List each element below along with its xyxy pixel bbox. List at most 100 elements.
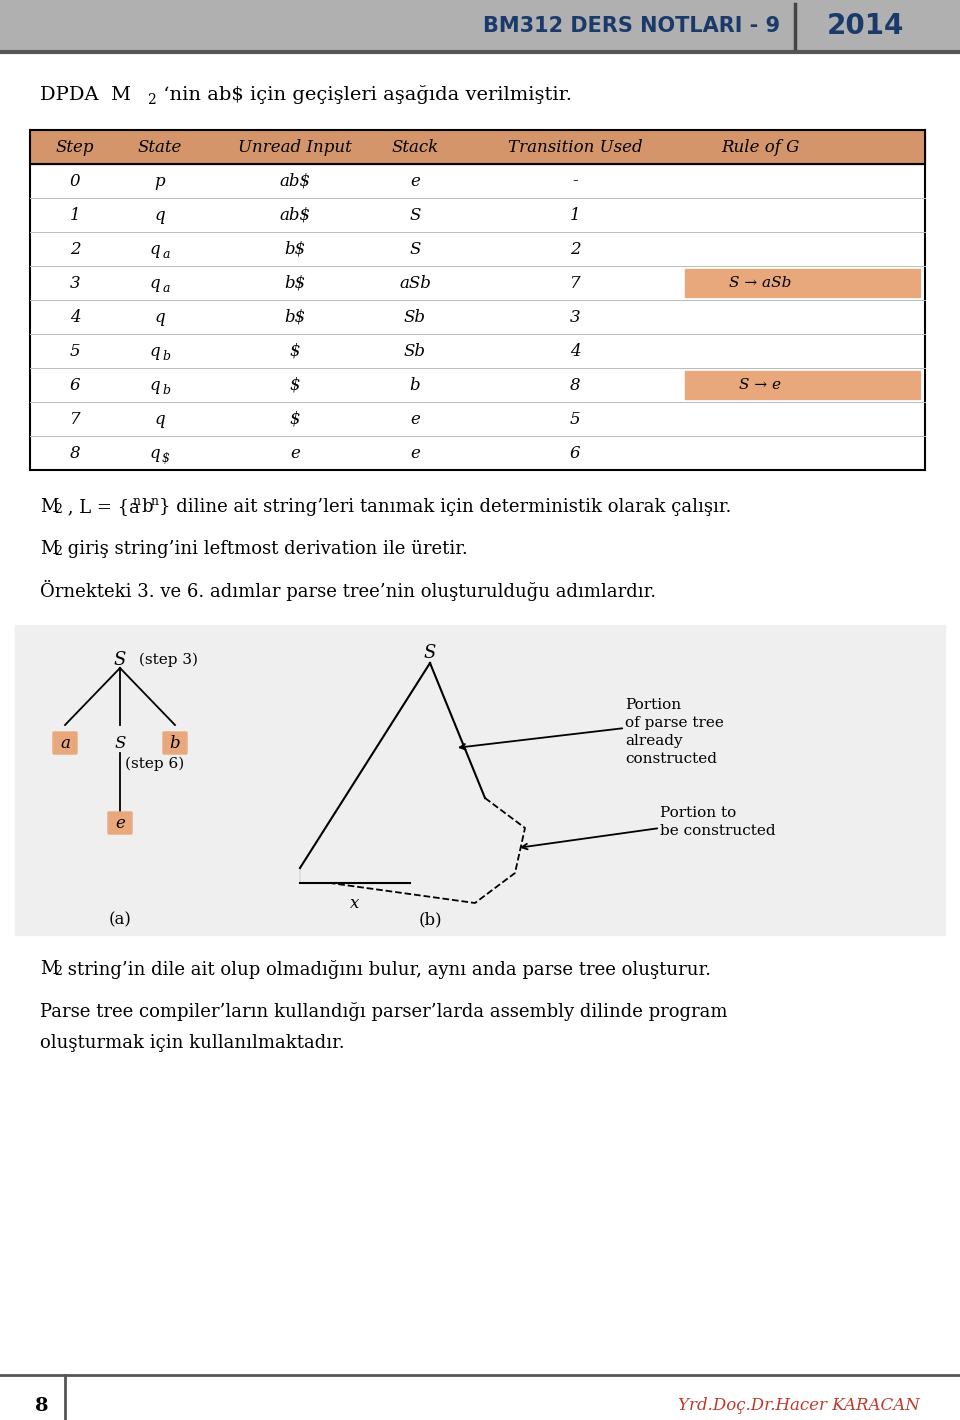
Text: a: a — [162, 281, 170, 294]
Text: constructed: constructed — [625, 753, 717, 765]
Text: already: already — [625, 734, 683, 748]
Bar — [30, 131, 925, 163]
FancyBboxPatch shape — [53, 731, 77, 754]
Text: b$: b$ — [284, 240, 305, 257]
Text: Sb: Sb — [404, 308, 426, 325]
Text: M: M — [40, 960, 59, 978]
Text: DPDA  M: DPDA M — [40, 87, 131, 104]
Text: 7: 7 — [569, 274, 580, 291]
Text: e: e — [410, 172, 420, 189]
Text: Rule of G: Rule of G — [721, 139, 799, 156]
Text: e: e — [115, 815, 125, 832]
Text: aSb: aSb — [399, 274, 431, 291]
Text: 2: 2 — [569, 240, 580, 257]
Text: 4: 4 — [569, 342, 580, 359]
Text: q: q — [150, 376, 160, 393]
Text: Transition Used: Transition Used — [508, 139, 642, 156]
Text: oluşturmak için kullanılmaktadır.: oluşturmak için kullanılmaktadır. — [40, 1034, 345, 1052]
Text: ab$: ab$ — [279, 206, 311, 223]
Text: S → e: S → e — [739, 378, 781, 392]
Text: 2: 2 — [147, 92, 156, 106]
Text: Portion to: Portion to — [660, 807, 736, 819]
Text: 2: 2 — [70, 240, 81, 257]
Text: Stack: Stack — [392, 139, 439, 156]
Text: (a): (a) — [108, 912, 132, 929]
Text: b$: b$ — [284, 274, 305, 291]
Text: b: b — [162, 349, 170, 362]
Text: Parse tree compiler’ların kullandığı parser’larda assembly dilinde program: Parse tree compiler’ların kullandığı par… — [40, 1003, 728, 1021]
Text: ab$: ab$ — [279, 172, 311, 189]
Text: Portion: Portion — [625, 699, 682, 711]
Text: 7: 7 — [70, 410, 81, 427]
FancyBboxPatch shape — [163, 731, 187, 754]
Text: of parse tree: of parse tree — [625, 716, 724, 730]
Text: 4: 4 — [70, 308, 81, 325]
Text: State: State — [138, 139, 182, 156]
Text: $: $ — [162, 452, 170, 464]
Text: 8: 8 — [569, 376, 580, 393]
Text: e: e — [290, 444, 300, 462]
Text: q: q — [150, 274, 160, 291]
Text: e: e — [410, 444, 420, 462]
FancyBboxPatch shape — [108, 812, 132, 834]
Text: } diline ait string’leri tanımak için deterministik olarak çalışır.: } diline ait string’leri tanımak için de… — [159, 498, 732, 515]
Text: (step 6): (step 6) — [125, 757, 184, 771]
Text: 6: 6 — [70, 376, 81, 393]
Text: $: $ — [290, 342, 300, 359]
Text: 1: 1 — [569, 206, 580, 223]
Text: q: q — [150, 444, 160, 462]
Text: b: b — [141, 498, 153, 515]
Text: Unread Input: Unread Input — [238, 139, 352, 156]
Text: e: e — [410, 410, 420, 427]
Text: S → aSb: S → aSb — [729, 275, 791, 290]
Text: 5: 5 — [70, 342, 81, 359]
Text: b: b — [170, 734, 180, 751]
Text: n: n — [151, 496, 159, 508]
Text: 0: 0 — [70, 172, 81, 189]
Bar — [0, 0, 960, 53]
Text: string’in dile ait olup olmadığını bulur, aynı anda parse tree oluşturur.: string’in dile ait olup olmadığını bulur… — [62, 960, 711, 978]
Text: q: q — [150, 342, 160, 359]
Text: 8: 8 — [70, 444, 81, 462]
Text: $: $ — [290, 410, 300, 427]
Text: b: b — [410, 376, 420, 393]
Text: 2014: 2014 — [827, 11, 903, 40]
Text: $: $ — [290, 376, 300, 393]
Text: S: S — [114, 650, 126, 669]
Text: ‘nin ab$ için geçişleri aşağıda verilmiştir.: ‘nin ab$ için geçişleri aşağıda verilmiş… — [157, 85, 572, 105]
Text: (b): (b) — [419, 912, 442, 929]
Text: q: q — [155, 308, 165, 325]
Text: 8: 8 — [36, 1397, 49, 1414]
Text: 5: 5 — [569, 410, 580, 427]
Bar — [15, 625, 945, 934]
Text: 2: 2 — [54, 545, 61, 558]
Text: giriş string’ini leftmost derivation ile üretir.: giriş string’ini leftmost derivation ile… — [62, 540, 468, 558]
Text: 3: 3 — [70, 274, 81, 291]
Bar — [685, 371, 920, 399]
Text: n: n — [133, 496, 141, 508]
Text: Yrd.Doç.Dr.Hacer KARACAN: Yrd.Doç.Dr.Hacer KARACAN — [679, 1397, 920, 1414]
Text: 2: 2 — [54, 503, 61, 515]
Text: q: q — [150, 240, 160, 257]
Text: , L = {a: , L = {a — [62, 498, 140, 515]
Text: BM312 DERS NOTLARI - 9: BM312 DERS NOTLARI - 9 — [483, 16, 780, 36]
Text: 6: 6 — [569, 444, 580, 462]
Text: M: M — [40, 540, 59, 558]
Text: S: S — [409, 206, 420, 223]
Text: (step 3): (step 3) — [134, 653, 198, 667]
Bar — [685, 268, 920, 297]
Text: S: S — [423, 645, 436, 662]
Text: 1: 1 — [70, 206, 81, 223]
Text: Step: Step — [56, 139, 94, 156]
Text: 3: 3 — [569, 308, 580, 325]
Text: q: q — [155, 206, 165, 223]
Text: -: - — [572, 172, 578, 189]
Text: q: q — [155, 410, 165, 427]
Text: M: M — [40, 498, 59, 515]
Text: Sb: Sb — [404, 342, 426, 359]
Text: b$: b$ — [284, 308, 305, 325]
Text: S: S — [409, 240, 420, 257]
Text: x: x — [350, 895, 360, 912]
Text: be constructed: be constructed — [660, 824, 776, 838]
Text: Örnekteki 3. ve 6. adımlar parse tree’nin oluşturulduğu adımlardır.: Örnekteki 3. ve 6. adımlar parse tree’ni… — [40, 579, 656, 601]
